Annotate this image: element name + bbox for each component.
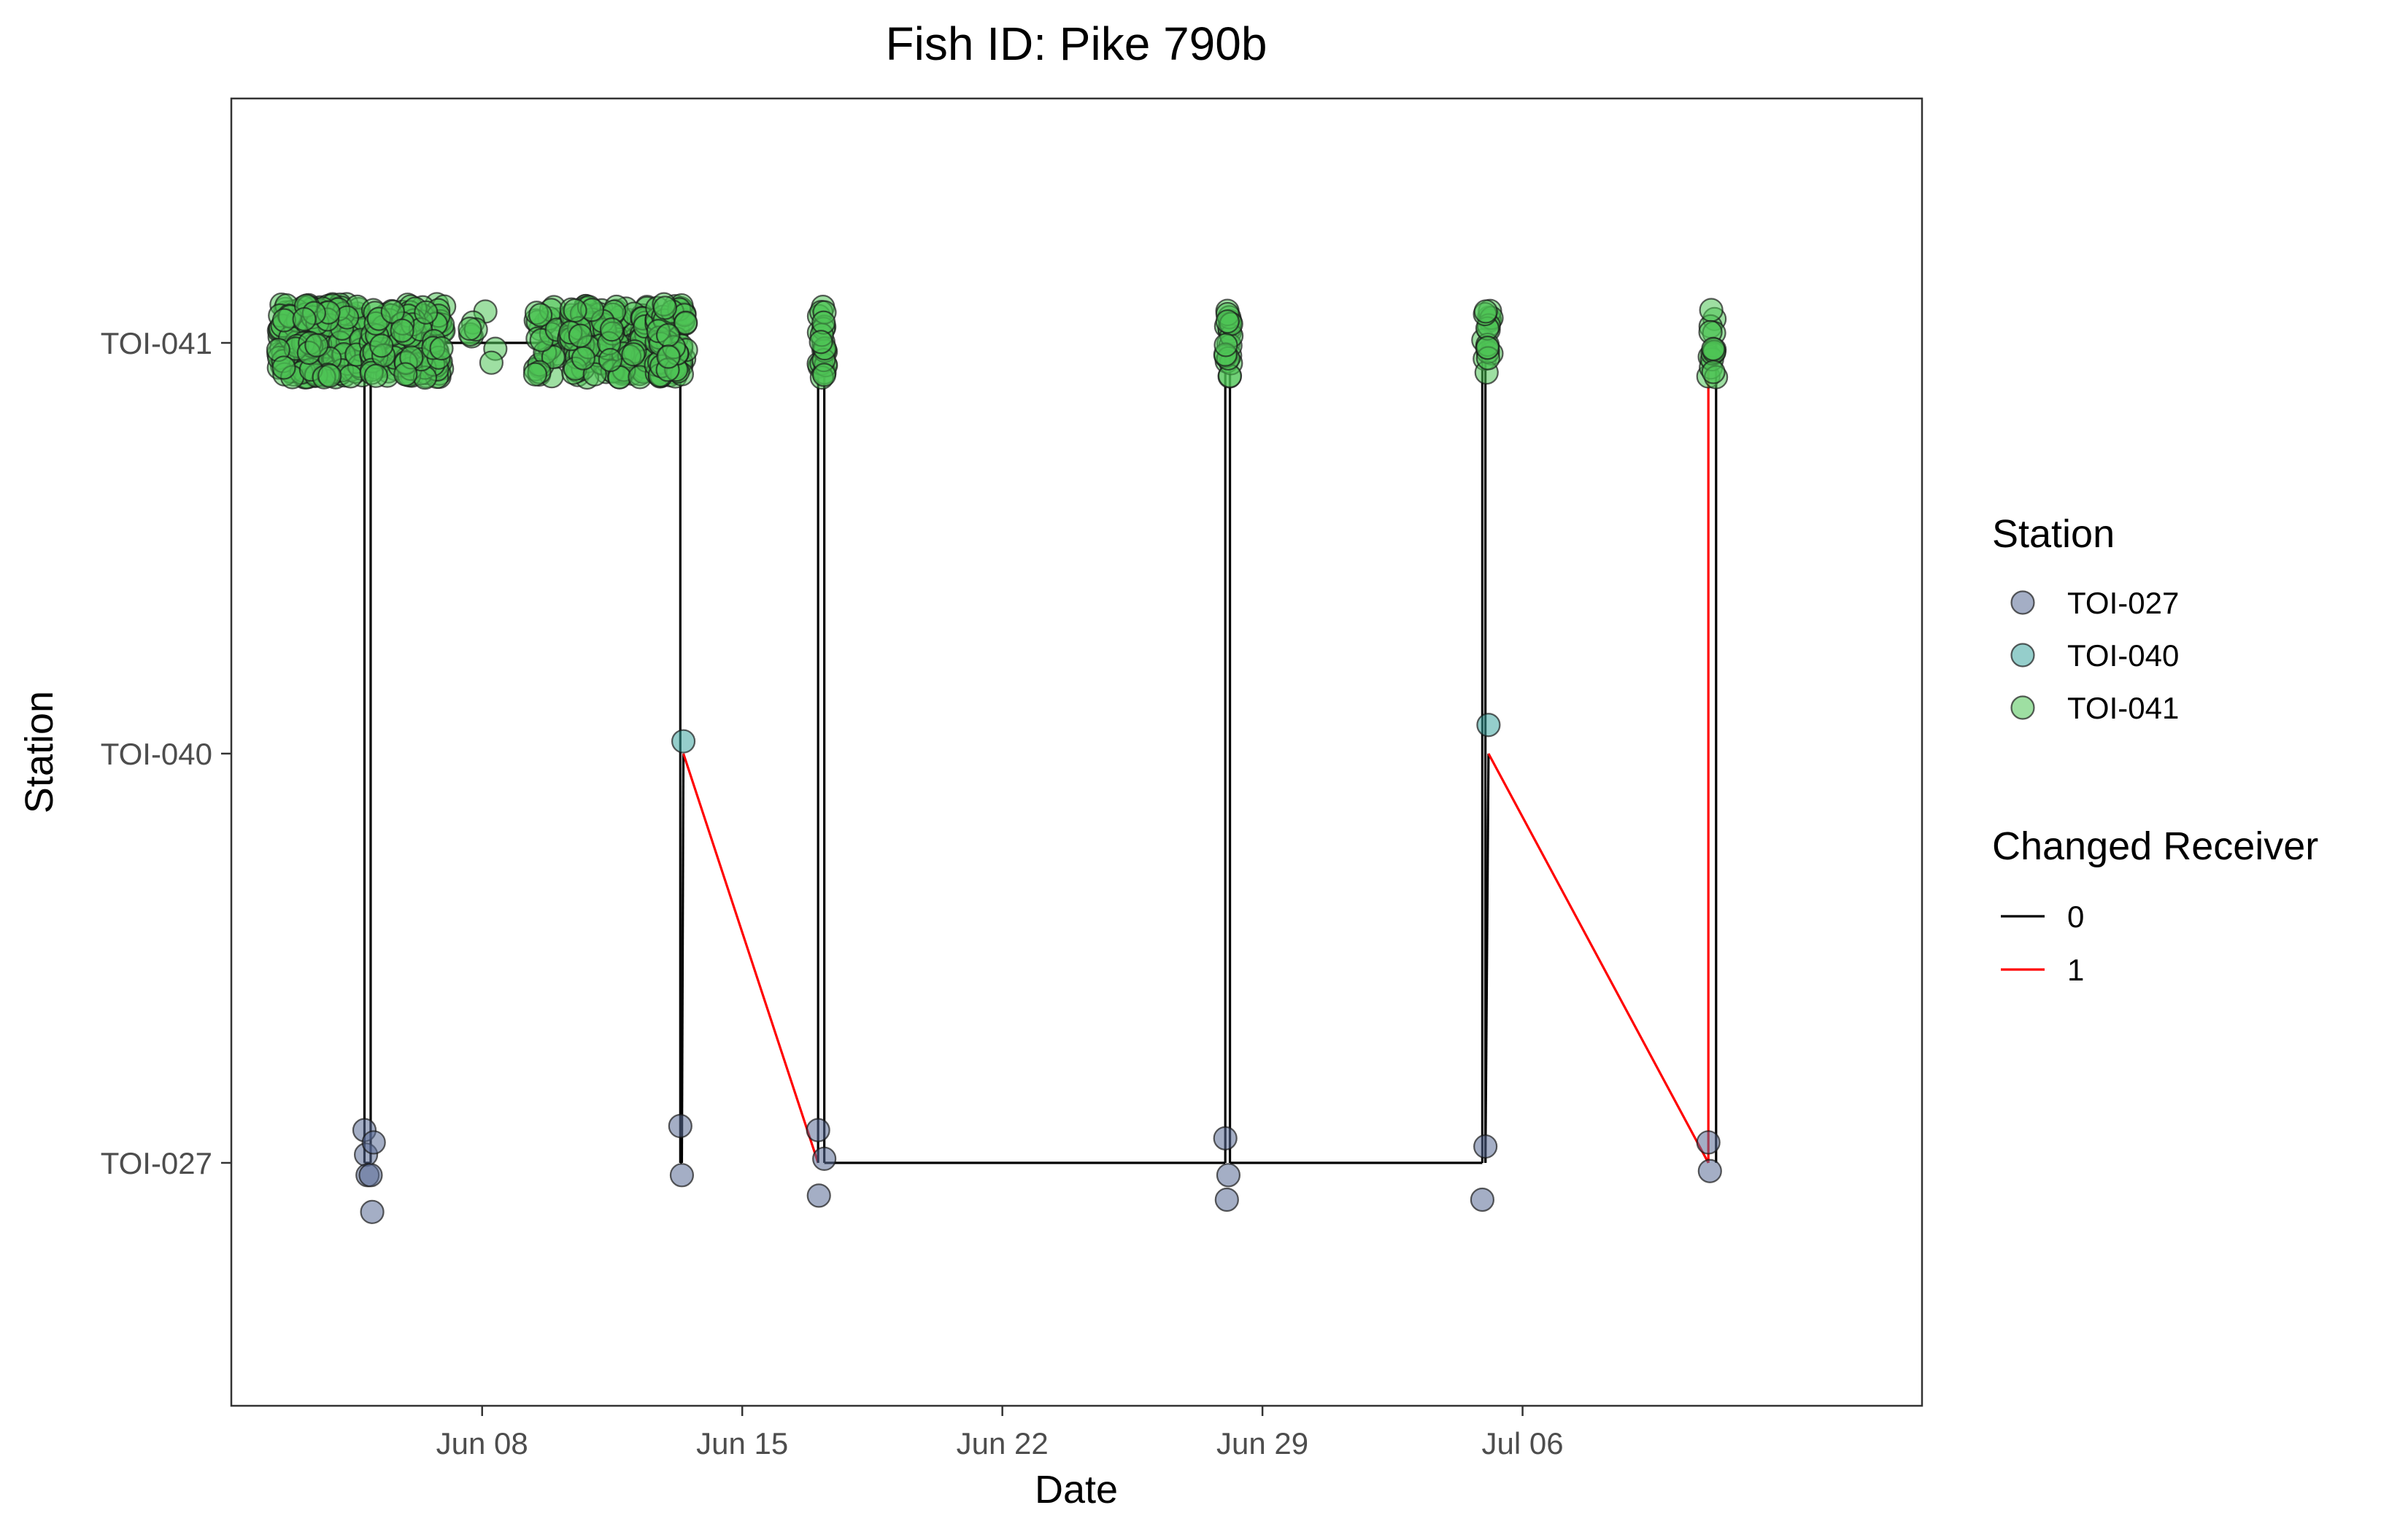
detection-point — [652, 295, 678, 320]
x-tick-label: Jun 22 — [957, 1426, 1049, 1461]
line-legend-title: Changed Receiver — [1992, 824, 2318, 868]
detection-point — [479, 350, 504, 375]
detection-point — [621, 342, 646, 367]
path-segment — [682, 753, 819, 1164]
detection-point — [390, 318, 414, 343]
plot-panel — [230, 97, 1923, 1407]
detection-point — [429, 336, 454, 361]
detection-point — [1213, 1126, 1238, 1150]
detection-point — [292, 306, 317, 332]
detection-point — [1701, 360, 1726, 384]
legend-key-point — [2010, 590, 2035, 615]
legend-key-point — [2010, 695, 2035, 720]
detection-point — [1473, 299, 1498, 324]
detection-point — [1696, 1130, 1721, 1155]
chart-title: Fish ID: Pike 790b — [886, 18, 1267, 70]
detection-point — [598, 347, 623, 373]
path-segment — [1487, 753, 1710, 1164]
detection-points — [266, 292, 1729, 1224]
detection-point — [1697, 1158, 1722, 1183]
detection-point — [656, 344, 681, 369]
detection-point — [563, 298, 587, 323]
detection-point — [812, 1146, 837, 1171]
detection-point — [568, 323, 593, 348]
legend-label: TOI-027 — [2067, 586, 2179, 620]
detection-point — [674, 310, 698, 335]
x-tick-label: Jun 15 — [696, 1426, 788, 1461]
detection-point — [522, 362, 547, 387]
detection-point — [1473, 1134, 1498, 1159]
receiver-path-lines — [277, 341, 1718, 1164]
detection-point — [809, 330, 833, 355]
x-tick-label: Jun 29 — [1216, 1426, 1308, 1461]
legend-label: 0 — [2067, 900, 2084, 934]
detection-point — [806, 1183, 831, 1208]
detection-point — [1476, 713, 1501, 738]
detection-point — [655, 322, 681, 348]
legend-label: TOI-041 — [2067, 691, 2179, 725]
detection-point — [458, 317, 482, 341]
detection-point — [668, 1113, 692, 1139]
detection-point — [528, 303, 553, 328]
point-legend-title: Station — [1992, 512, 2115, 556]
legend: Station TOI-027 TOI-040 TOI-041 Changed Re… — [1992, 512, 2318, 987]
path-segment — [680, 753, 685, 1164]
x-tick-label: Jun 08 — [436, 1426, 528, 1461]
legend-label: TOI-040 — [2067, 638, 2179, 673]
detection-point — [414, 300, 439, 325]
detection-point — [669, 1163, 695, 1188]
detection-point — [599, 317, 624, 342]
detection-point — [1475, 336, 1500, 360]
y-tick-label: TOI-027 — [101, 1146, 212, 1180]
detection-point — [271, 308, 297, 333]
legend-key-point — [2010, 643, 2035, 668]
point-legend-entries: TOI-027 TOI-040 TOI-041 — [2010, 586, 2179, 725]
detection-point — [811, 363, 837, 387]
y-tick-label: TOI-041 — [101, 326, 212, 360]
x-axis-title: Date — [1035, 1468, 1118, 1512]
detection-point — [1216, 1163, 1241, 1188]
detection-point — [361, 1130, 386, 1155]
y-tick-label: TOI-040 — [101, 737, 212, 771]
detection-point — [1215, 309, 1240, 334]
detection-point — [369, 333, 394, 358]
detection-point — [1214, 1187, 1239, 1212]
detection-point — [1701, 336, 1726, 361]
detection-point — [304, 333, 329, 357]
detection-point — [360, 1199, 385, 1224]
detection-point — [1699, 298, 1724, 322]
path-segment — [1484, 753, 1490, 1164]
x-axis-ticks: Jun 08 Jun 15 Jun 22 Jun 29 Jul 06 — [436, 1406, 1564, 1461]
y-axis-ticks: TOI-027 TOI-040 TOI-041 — [101, 326, 231, 1180]
detection-point — [363, 363, 388, 388]
detection-point — [671, 729, 696, 754]
detection-point — [317, 363, 342, 388]
y-axis-title: Station — [18, 691, 61, 813]
detection-point — [571, 346, 596, 371]
detection-point — [393, 362, 418, 387]
detection-point — [271, 355, 296, 380]
legend-label: 1 — [2067, 953, 2084, 987]
detection-point — [1213, 333, 1238, 357]
detection-point — [338, 364, 363, 389]
detection-point — [806, 1118, 830, 1142]
detection-point — [1470, 1187, 1495, 1212]
x-tick-label: Jul 06 — [1482, 1426, 1564, 1461]
line-legend-entries: 01 — [2001, 900, 2084, 987]
detection-point — [358, 1163, 383, 1188]
